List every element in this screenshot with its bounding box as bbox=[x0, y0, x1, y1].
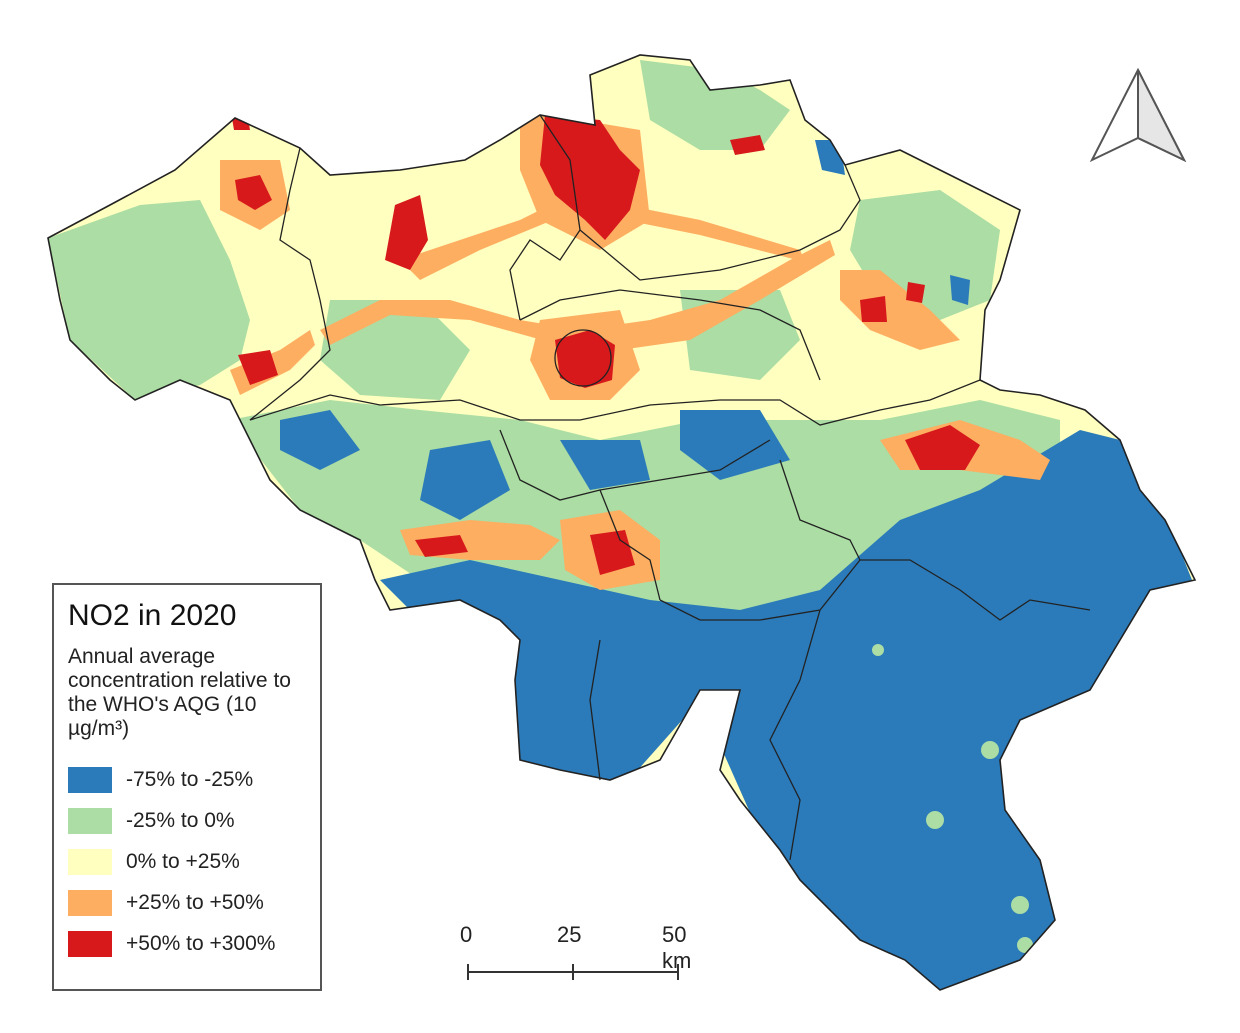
legend-item-3: +25% to +50% bbox=[68, 882, 306, 923]
legend-label-4: +50% to +300% bbox=[126, 931, 276, 955]
scale-bar: 0 25 50 km bbox=[440, 922, 700, 992]
scale-label-50: 50 km bbox=[662, 922, 692, 973]
north-arrow-icon bbox=[1089, 67, 1187, 163]
legend-title: NO2 in 2020 bbox=[68, 599, 237, 632]
legend-swatch-2 bbox=[68, 848, 112, 875]
legend-label-3: +25% to +50% bbox=[126, 890, 264, 914]
scale-bar-line bbox=[467, 964, 679, 980]
legend-label-2: 0% to +25% bbox=[126, 849, 240, 873]
legend-swatch-1 bbox=[68, 807, 112, 834]
legend-swatch-0 bbox=[68, 766, 112, 793]
legend-label-0: -75% to -25% bbox=[126, 767, 254, 791]
map-legend: NO2 in 2020 Annual average concentration… bbox=[52, 583, 322, 991]
legend-label-1: -25% to 0% bbox=[126, 808, 235, 832]
legend-item-1: -25% to 0% bbox=[68, 800, 306, 841]
legend-swatch-4 bbox=[68, 930, 112, 957]
legend-item-2: 0% to +25% bbox=[68, 841, 306, 882]
scale-label-25: 25 bbox=[557, 922, 582, 947]
scale-label-0: 0 bbox=[460, 922, 473, 947]
legend-item-4: +50% to +300% bbox=[68, 923, 306, 964]
legend-swatch-3 bbox=[68, 889, 112, 916]
legend-item-0: -75% to -25% bbox=[68, 759, 306, 800]
legend-subtitle: Annual average concentration relative to… bbox=[68, 645, 291, 740]
